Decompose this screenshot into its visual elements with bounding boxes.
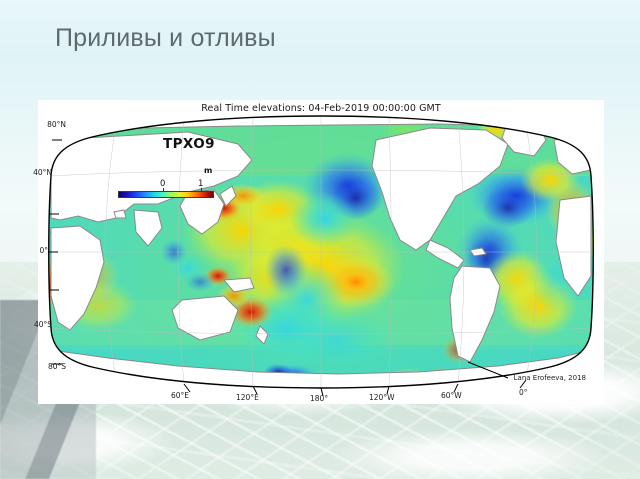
landmasses [50, 116, 592, 388]
lon-tick-0: 0° [519, 388, 528, 397]
lon-tick-180: 180° [310, 394, 329, 403]
lon-tick-120w: 120°W [369, 393, 395, 402]
legend-unit-label: m [204, 166, 213, 175]
colorbar-tickmark-1 [201, 188, 202, 191]
lon-tick-120e: 120°E [236, 393, 259, 402]
figure-credit: Lana Erofeeva, 2018 [513, 374, 586, 382]
figure-title: Real Time elevations: 04-Feb-2019 00:00:… [201, 103, 441, 114]
map-svg [48, 115, 594, 397]
colorbar-tick-0: 0 [160, 179, 166, 189]
figure-card: Real Time elevations: 04-Feb-2019 00:00:… [33, 100, 604, 404]
colorbar-tick-1: 1 [198, 179, 204, 189]
lat-tick-80n: 80°N [47, 120, 66, 129]
lon-tick-60w: 60°W [441, 391, 462, 400]
colorbar [118, 191, 214, 198]
world-tide-map: 80°N 40°N 0° 40°S 80°S 60°E 120°E 180° 1… [33, 100, 604, 404]
lat-tick-80s: 80°S [47, 362, 66, 371]
colorbar-tickmark-0 [163, 188, 164, 191]
lon-tick-60e: 60°E [171, 391, 190, 400]
axis-ticks [48, 139, 527, 397]
graticule [50, 116, 592, 388]
page-title: Приливы и отливы [55, 24, 276, 52]
lat-tick-40s: 40°S [33, 320, 52, 329]
lat-tick-40n: 40°N [33, 168, 52, 177]
lat-tick-0: 0° [39, 246, 48, 255]
legend-model-name: TPXO9 [163, 136, 215, 152]
